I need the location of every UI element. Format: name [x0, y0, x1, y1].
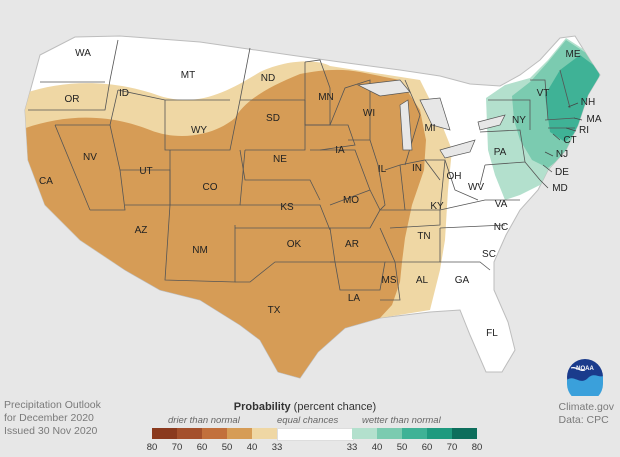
- state-label-ne: NE: [273, 154, 287, 165]
- legend-swatch: [202, 428, 227, 439]
- state-label-ma: MA: [587, 114, 602, 125]
- state-label-tn: TN: [417, 231, 430, 242]
- state-label-mn: MN: [318, 92, 334, 103]
- legend-wetter-label: wetter than normal: [362, 415, 441, 426]
- legend-tick-dry: 50: [221, 442, 233, 453]
- state-label-pa: PA: [494, 147, 507, 158]
- state-label-id: ID: [119, 88, 129, 99]
- dry-40-50-region: [25, 69, 426, 378]
- map-caption: Precipitation Outlook for December 2020 …: [4, 399, 101, 438]
- state-label-mi: MI: [424, 123, 435, 134]
- legend-swatch: [177, 428, 202, 439]
- state-label-wy: WY: [191, 125, 207, 136]
- legend-swatch: [402, 428, 427, 439]
- state-label-me: ME: [566, 49, 581, 60]
- great-lakes: [356, 79, 506, 159]
- state-label-ca: CA: [39, 176, 53, 187]
- legend-swatch: [152, 428, 177, 439]
- state-labels: WA OR CA ID NV MT WY UT AZ CO NM ND SD N…: [39, 48, 602, 339]
- state-label-il: IL: [378, 164, 387, 175]
- state-label-ga: GA: [455, 275, 470, 286]
- state-label-la: LA: [348, 293, 361, 304]
- noaa-logo: NOAA: [567, 359, 603, 396]
- state-label-oh: OH: [447, 171, 462, 182]
- legend-tick-dry: 33: [271, 442, 283, 453]
- state-label-in: IN: [412, 163, 422, 174]
- state-label-ks: KS: [280, 202, 294, 213]
- legend-swatch: [227, 428, 252, 439]
- state-label-or: OR: [65, 94, 80, 105]
- state-label-ut: UT: [139, 166, 152, 177]
- legend-swatch: [452, 428, 477, 439]
- state-label-va: VA: [495, 199, 508, 210]
- legend-swatch: [427, 428, 452, 439]
- state-label-de: DE: [555, 167, 569, 178]
- state-label-ny: NY: [512, 115, 526, 126]
- noaa-logo-text: NOAA: [576, 366, 594, 372]
- leader-lines: [539, 102, 583, 189]
- legend-tick-wet: 70: [446, 442, 458, 453]
- legend-tick-dry: 80: [146, 442, 158, 453]
- state-label-mo: MO: [343, 195, 359, 206]
- state-label-ri: RI: [579, 125, 589, 136]
- wet-50-60-region: [545, 55, 600, 142]
- state-label-sc: SC: [482, 249, 496, 260]
- state-label-ky: KY: [430, 201, 444, 212]
- state-label-ar: AR: [345, 239, 359, 250]
- state-label-nm: NM: [192, 245, 208, 256]
- legend-drier-label: drier than normal: [168, 415, 240, 426]
- state-label-md: MD: [552, 183, 568, 194]
- state-label-nv: NV: [83, 152, 97, 163]
- caption-line-1: Precipitation Outlook: [4, 399, 101, 411]
- state-label-nj: NJ: [556, 149, 568, 160]
- legend-swatch: [352, 428, 377, 439]
- map-credit: Climate.gov Data: CPC: [559, 401, 614, 427]
- state-label-az: AZ: [135, 225, 148, 236]
- legend-swatch: [377, 428, 402, 439]
- legend-tick-dry: 70: [171, 442, 183, 453]
- state-label-vt: VT: [537, 88, 550, 99]
- state-label-ct: CT: [563, 135, 576, 146]
- state-label-al: AL: [416, 275, 429, 286]
- state-label-ia: IA: [335, 145, 345, 156]
- legend-tick-wet: 60: [421, 442, 433, 453]
- caption-line-2: for December 2020: [4, 412, 94, 424]
- state-label-co: CO: [203, 182, 218, 193]
- legend-title-rest: (percent chance): [290, 401, 377, 413]
- legend-tick-wet: 50: [396, 442, 408, 453]
- state-label-wa: WA: [75, 48, 91, 59]
- state-label-mt: MT: [181, 70, 195, 81]
- state-label-wi: WI: [363, 108, 375, 119]
- legend: Probability (percent chance) drier than …: [140, 399, 483, 457]
- legend-tick-wet: 40: [371, 442, 383, 453]
- legend-title-bold: Probability: [233, 401, 291, 413]
- legend-tick-dry: 40: [246, 442, 258, 453]
- legend-tick-wet: 80: [471, 442, 483, 453]
- state-label-sd: SD: [266, 113, 280, 124]
- state-label-tx: TX: [268, 305, 281, 316]
- credit-line-1: Climate.gov: [558, 401, 614, 413]
- legend-tick-wet: 33: [346, 442, 358, 453]
- state-borders: [28, 39, 576, 301]
- caption-line-3: Issued 30 Nov 2020: [4, 425, 98, 437]
- legend-title: Probability (percent chance): [140, 401, 470, 413]
- credit-line-2: Data: CPC: [558, 414, 609, 426]
- legend-swatch: [252, 428, 277, 439]
- state-label-ms: MS: [382, 275, 397, 286]
- legend-swatch: [277, 428, 354, 441]
- state-label-nd: ND: [261, 73, 275, 84]
- state-label-nc: NC: [494, 222, 508, 233]
- legend-tick-dry: 60: [196, 442, 208, 453]
- state-label-nh: NH: [581, 97, 595, 108]
- state-label-ok: OK: [287, 239, 302, 250]
- state-label-fl: FL: [486, 328, 498, 339]
- state-label-wv: WV: [468, 182, 484, 193]
- legend-equal-label: equal chances: [277, 415, 339, 426]
